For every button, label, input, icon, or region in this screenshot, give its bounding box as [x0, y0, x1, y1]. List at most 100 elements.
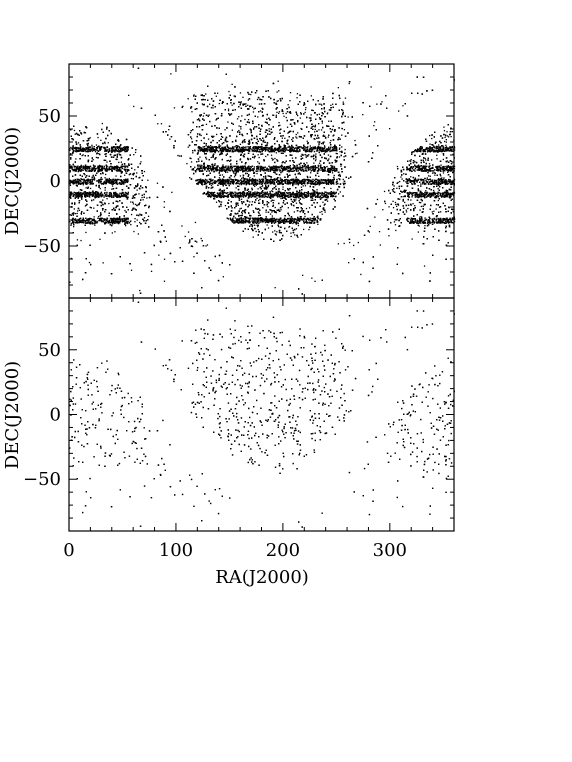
data-point	[249, 141, 251, 143]
data-point	[80, 133, 83, 135]
data-point	[132, 203, 135, 205]
data-point	[84, 220, 86, 222]
data-point	[139, 202, 141, 204]
data-point	[413, 209, 415, 211]
data-point	[297, 132, 299, 134]
data-point	[137, 233, 139, 235]
data-point	[343, 156, 345, 158]
data-point	[209, 103, 211, 105]
data-point	[84, 174, 86, 176]
data-point	[262, 207, 264, 209]
data-point	[244, 118, 246, 121]
data-point	[247, 143, 249, 145]
data-point	[244, 177, 246, 180]
data-point	[315, 153, 317, 155]
data-point	[265, 175, 267, 177]
data-point	[342, 182, 344, 184]
data-point	[262, 202, 264, 204]
data-point	[291, 200, 293, 203]
data-point	[392, 200, 394, 202]
data-point	[196, 119, 199, 121]
data-point	[318, 182, 320, 185]
data-point	[333, 177, 335, 179]
data-point	[398, 110, 400, 112]
data-point	[353, 244, 355, 247]
data-point	[220, 205, 222, 207]
data-point	[314, 280, 316, 282]
data-point	[203, 112, 205, 114]
data-point	[323, 204, 325, 206]
data-point	[342, 178, 344, 181]
data-point	[395, 229, 397, 232]
data-point	[247, 99, 249, 101]
data-point	[419, 209, 421, 211]
data-point	[277, 225, 280, 228]
data-point	[269, 190, 271, 193]
data-point	[147, 215, 150, 217]
data-point	[130, 213, 133, 216]
data-point	[199, 115, 201, 117]
data-point	[339, 97, 341, 100]
data-point	[220, 190, 222, 192]
data-point	[326, 200, 329, 202]
data-point	[215, 119, 217, 121]
data-point	[428, 169, 430, 171]
data-point	[104, 189, 106, 191]
data-point	[221, 174, 224, 176]
data-point	[264, 144, 267, 147]
data-point	[271, 159, 274, 161]
data-point	[205, 158, 208, 160]
data-point	[235, 203, 237, 205]
data-point	[222, 276, 224, 278]
data-point	[295, 136, 297, 138]
data-point	[271, 211, 273, 213]
data-point	[291, 138, 293, 141]
data-point	[442, 158, 444, 161]
data-point	[308, 228, 310, 231]
data-point	[295, 133, 297, 136]
data-point	[245, 123, 247, 126]
data-point	[250, 93, 252, 96]
data-point	[318, 175, 320, 177]
data-point	[104, 202, 106, 204]
data-point	[136, 219, 138, 221]
data-point	[138, 193, 140, 195]
data-point	[267, 184, 270, 187]
data-point	[369, 225, 371, 227]
data-point	[256, 98, 259, 101]
data-point	[298, 183, 300, 185]
data-point	[404, 201, 406, 204]
data-point	[236, 118, 239, 120]
data-point	[402, 200, 404, 202]
data-point	[333, 176, 335, 178]
data-point	[295, 199, 297, 201]
data-point	[437, 199, 439, 202]
data-point	[253, 108, 255, 110]
data-point	[93, 207, 95, 209]
data-point	[294, 234, 296, 236]
data-point	[117, 139, 119, 142]
data-point	[253, 175, 255, 177]
data-point	[116, 158, 118, 161]
data-point	[207, 190, 209, 193]
data-point	[401, 178, 403, 180]
data-point	[264, 136, 267, 138]
data-point	[336, 149, 338, 151]
data-point	[432, 172, 434, 174]
data-point	[282, 186, 284, 188]
data-point	[98, 153, 100, 155]
data-point	[362, 114, 364, 116]
data-point	[320, 129, 323, 131]
data-point	[199, 134, 201, 136]
data-point	[115, 175, 117, 177]
data-point	[93, 165, 95, 167]
data-point	[213, 135, 215, 137]
data-point	[447, 165, 450, 167]
data-point	[257, 226, 259, 228]
data-point	[445, 134, 447, 136]
data-point	[136, 172, 138, 174]
data-point	[267, 227, 270, 229]
data-point	[227, 121, 229, 123]
data-point	[393, 185, 395, 187]
data-point	[235, 202, 237, 204]
